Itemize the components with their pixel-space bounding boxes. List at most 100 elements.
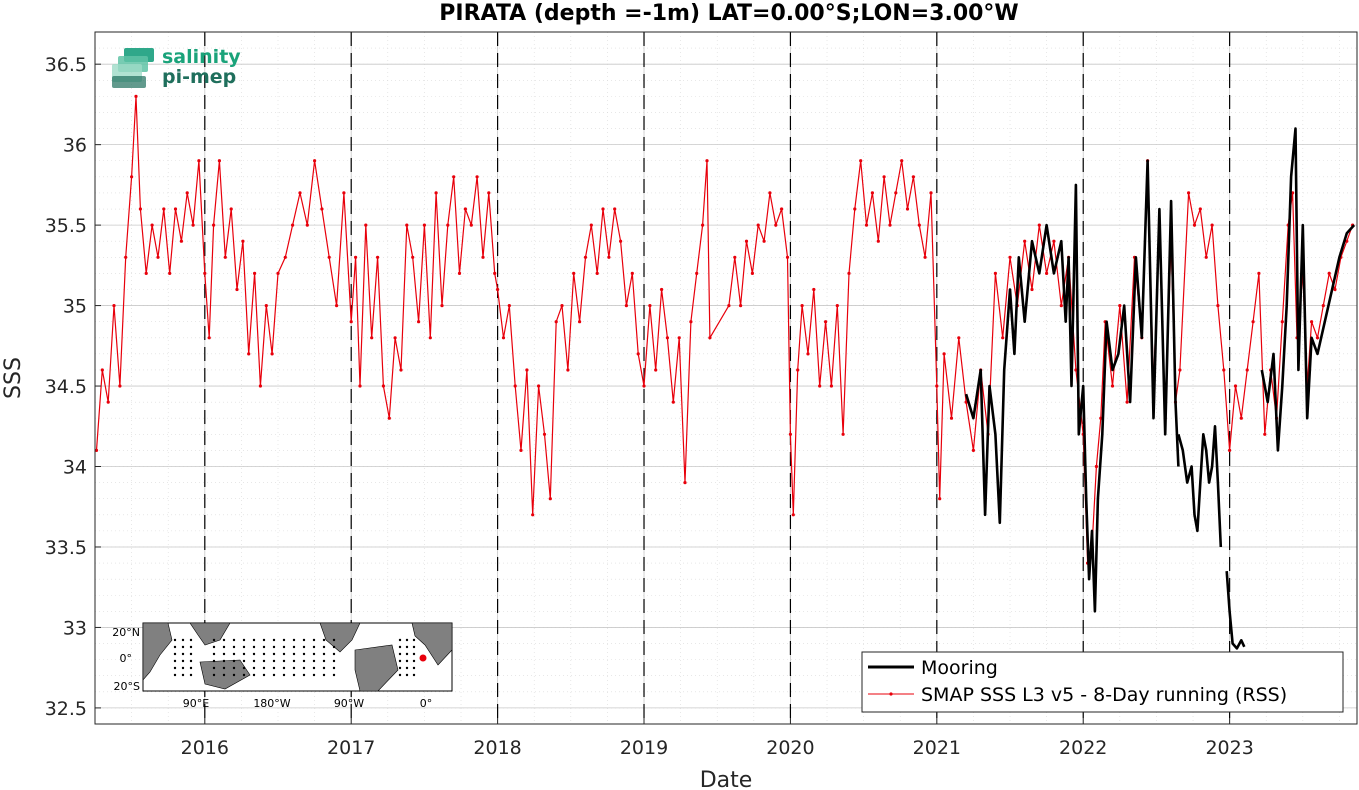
smap-data-point <box>457 271 462 275</box>
smap-data-point <box>364 223 368 227</box>
smap-data-point <box>812 287 816 292</box>
array-mooring-dot <box>232 645 236 649</box>
plot-border <box>94 31 1358 725</box>
smap-data-point <box>818 384 822 388</box>
array-mooring-dot <box>312 659 316 663</box>
array-mooring-dot <box>232 659 236 663</box>
smap-data-point <box>253 271 257 275</box>
smap-data-point <box>342 191 346 195</box>
array-mooring-dot <box>332 673 336 677</box>
array-mooring-dot <box>242 638 246 642</box>
smap-data-point <box>578 320 582 324</box>
smap-data-point <box>94 448 99 452</box>
smap-data-point <box>475 175 479 179</box>
smap-data-point <box>112 304 116 308</box>
array-mooring-dot <box>272 666 276 670</box>
smap-data-point <box>911 175 916 179</box>
smap-data-point <box>313 159 317 163</box>
smap-data-point <box>654 368 658 372</box>
legend-mooring-label: Mooring <box>921 657 998 679</box>
smap-data-point <box>888 223 892 227</box>
smap-data-point <box>859 159 863 163</box>
mooring-location-marker <box>419 654 427 662</box>
smap-data-point <box>1257 271 1261 275</box>
smap-data-point <box>487 191 491 195</box>
array-mooring-dot <box>292 666 296 670</box>
smap-data-point <box>630 271 634 275</box>
smap-data-point <box>671 400 675 404</box>
array-mooring-dot <box>252 659 256 663</box>
smap-data-point <box>168 271 172 275</box>
array-mooring-dot <box>252 645 256 649</box>
array-mooring-dot <box>405 666 409 670</box>
smap-data-point <box>519 448 523 452</box>
smap-data-point <box>270 352 274 356</box>
chart-legend: Mooring SMAP SSS L3 v5 - 8-Day running (… <box>861 651 1344 713</box>
smap-data-point <box>1198 207 1202 211</box>
array-mooring-dot <box>222 659 226 663</box>
array-mooring-dot <box>282 659 286 663</box>
smap-data-point <box>1315 336 1320 340</box>
array-mooring-dot <box>405 652 409 656</box>
smap-data-point <box>701 223 705 227</box>
smap-data-point <box>1204 255 1208 259</box>
smap-data-point <box>191 223 195 227</box>
smap-data-point <box>894 191 898 195</box>
smap-data-point <box>1118 304 1122 308</box>
array-mooring-dot <box>181 673 185 677</box>
smap-data-point <box>100 368 104 372</box>
smap-data-point <box>118 384 122 388</box>
y-tick-label: 35 <box>63 296 87 318</box>
smap-data-point <box>179 239 183 243</box>
smap-data-point <box>791 513 795 517</box>
smap-data-point <box>1251 320 1255 324</box>
array-mooring-dot <box>322 666 326 670</box>
smap-data-point <box>276 271 280 275</box>
smap-data-point <box>1074 368 1078 372</box>
smap-data-point <box>971 448 976 452</box>
array-mooring-dot <box>212 659 216 663</box>
smap-data-point <box>1125 400 1129 404</box>
smap-data-point <box>381 384 385 388</box>
array-mooring-dot <box>272 673 276 677</box>
smap-data-point <box>756 223 760 227</box>
smap-data-point <box>376 255 380 259</box>
smap-data-point <box>1059 304 1063 308</box>
array-mooring-dot <box>405 638 409 642</box>
smap-data-point <box>824 320 828 324</box>
smap-data-point <box>548 497 552 501</box>
array-mooring-dot <box>212 638 216 642</box>
smap-data-point <box>796 368 800 372</box>
smap-data-point <box>624 304 629 308</box>
inset-location-map: 20°N 0° 20°S 90°E 180°W 90°W 0° <box>112 622 453 710</box>
array-mooring-dot <box>222 673 226 677</box>
smap-data-point <box>106 400 110 404</box>
smap-data-point <box>957 336 961 340</box>
array-mooring-dot <box>222 666 226 670</box>
array-mooring-dot <box>232 666 236 670</box>
array-mooring-dot <box>332 666 336 670</box>
array-mooring-dot <box>312 666 316 670</box>
smap-data-point <box>876 239 880 243</box>
mooring-series-segment <box>1260 127 1356 452</box>
smap-data-point <box>1263 432 1267 436</box>
smap-data-point <box>411 255 415 259</box>
array-mooring-dot <box>302 645 306 649</box>
array-mooring-dot <box>212 645 216 649</box>
smap-data-point <box>481 255 485 259</box>
smap-data-point <box>705 159 709 163</box>
array-mooring-dot <box>302 666 306 670</box>
smap-data-point <box>393 336 397 340</box>
smap-data-point <box>446 223 450 227</box>
smap-data-point <box>800 304 804 308</box>
smap-data-point <box>258 384 262 388</box>
mooring-series-segment <box>1225 571 1246 650</box>
smap-data-point <box>554 320 558 324</box>
y-tick-label: 33 <box>63 617 87 639</box>
array-mooring-dot <box>322 673 326 677</box>
smap-data-point <box>648 304 652 308</box>
array-mooring-dot <box>322 645 326 649</box>
smap-data-point <box>247 352 251 356</box>
smap-data-point <box>905 207 910 211</box>
smap-data-point <box>733 255 737 259</box>
